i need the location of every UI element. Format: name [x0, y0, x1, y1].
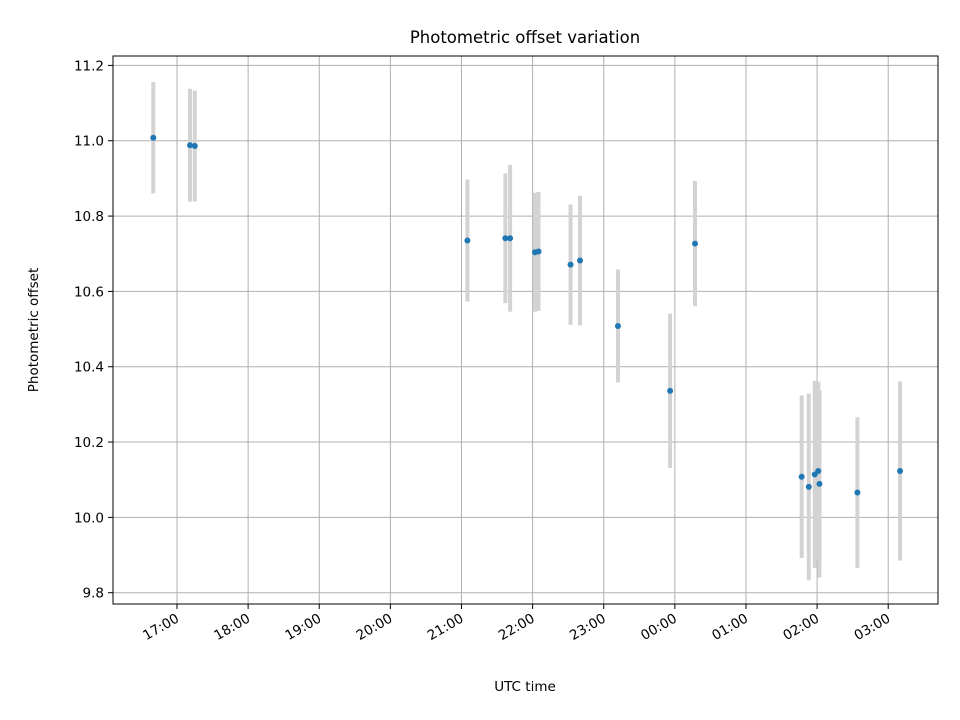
- y-tick-label: 10.0: [74, 510, 104, 526]
- data-points: [150, 134, 904, 496]
- data-point: [667, 387, 674, 394]
- data-point: [897, 468, 904, 475]
- data-point: [805, 483, 812, 490]
- data-point: [464, 237, 471, 244]
- x-axis-ticks: 17:00 18:00 19:00 20:00 21:00 22:00 23:00 00:00…: [140, 604, 893, 644]
- data-point: [798, 473, 805, 480]
- y-tick-label: 10.2: [74, 435, 104, 451]
- data-point: [507, 235, 514, 242]
- errorbar-group: [151, 81, 903, 581]
- x-tick-label: 19:00: [283, 611, 325, 644]
- y-tick-label: 11.0: [74, 134, 104, 150]
- x-tick-label: 21:00: [425, 611, 467, 644]
- data-point: [614, 323, 621, 330]
- y-tick-label: 10.8: [74, 209, 104, 225]
- plot-frame: [112, 55, 939, 605]
- x-tick-label: 18:00: [211, 611, 253, 644]
- x-tick-label: 20:00: [354, 611, 396, 644]
- y-axis-label: Photometric offset: [26, 268, 42, 392]
- x-axis-label: UTC time: [494, 679, 556, 695]
- y-tick-label: 9.8: [83, 586, 104, 602]
- y-tick-label: 10.4: [74, 360, 104, 376]
- data-point: [150, 134, 157, 141]
- y-tick-label: 10.6: [74, 284, 104, 300]
- x-tick-label: 17:00: [140, 611, 182, 644]
- data-point: [191, 143, 198, 150]
- x-tick-label: 22:00: [496, 611, 538, 644]
- data-point: [577, 257, 584, 264]
- y-tick-label: 11.2: [74, 58, 104, 74]
- x-tick-label: 03:00: [852, 611, 894, 644]
- data-point: [816, 480, 823, 487]
- data-point: [567, 261, 574, 268]
- data-point: [815, 468, 822, 475]
- data-point: [854, 489, 861, 496]
- x-tick-label: 01:00: [709, 611, 751, 644]
- data-point: [692, 240, 699, 247]
- y-axis-ticks: 9.8 10.0 10.2 10.4 10.6 10.8 11.0 11.2: [74, 58, 113, 602]
- x-tick-label: 02:00: [780, 611, 822, 644]
- x-tick-label: 23:00: [567, 611, 609, 644]
- data-point: [535, 248, 542, 255]
- x-tick-label: 00:00: [638, 611, 680, 644]
- chart-title: Photometric offset variation: [410, 28, 640, 47]
- data-point: [187, 142, 194, 149]
- data-point: [502, 235, 509, 242]
